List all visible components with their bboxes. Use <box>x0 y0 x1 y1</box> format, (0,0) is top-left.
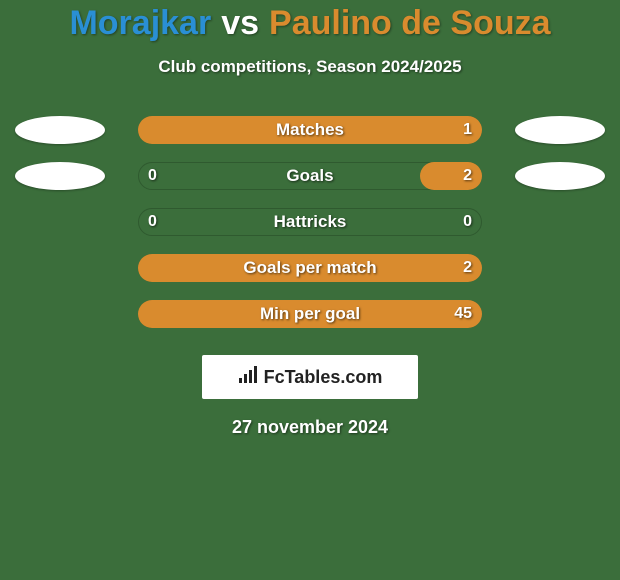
stat-row: Min per goal45 <box>0 291 620 337</box>
page-title: Morajkar vs Paulino de Souza <box>0 0 620 43</box>
stat-label: Goals per match <box>138 254 482 282</box>
stat-value-b: 1 <box>463 116 472 144</box>
stat-value-b: 0 <box>463 208 472 236</box>
title-vs: vs <box>221 4 259 42</box>
stat-label: Matches <box>138 116 482 144</box>
title-player-a: Morajkar <box>69 4 211 42</box>
player-a-marker <box>15 162 105 190</box>
stat-label: Hattricks <box>138 208 482 236</box>
stat-value-b: 2 <box>463 254 472 282</box>
stat-label: Min per goal <box>138 300 482 328</box>
stat-value-a: 0 <box>148 162 157 190</box>
logo-text: FcTables.com <box>264 367 383 388</box>
date-label: 27 november 2024 <box>0 417 620 438</box>
stat-value-a: 0 <box>148 208 157 236</box>
source-logo: FcTables.com <box>202 355 418 399</box>
title-player-b: Paulino de Souza <box>269 4 550 42</box>
stat-row: Goals0 2 <box>0 153 620 199</box>
stat-row: Matches1 <box>0 107 620 153</box>
player-b-marker <box>515 116 605 144</box>
comparison-chart: Matches1Goals02Hattricks00Goals per matc… <box>0 107 620 337</box>
subtitle: Club competitions, Season 2024/2025 <box>0 57 620 77</box>
logo-content: FcTables.com <box>238 366 383 389</box>
stat-label: Goals <box>138 162 482 190</box>
stat-value-b: 45 <box>454 300 472 328</box>
player-a-marker <box>15 116 105 144</box>
stat-row: Goals per match2 <box>0 245 620 291</box>
stat-value-b: 2 <box>463 162 472 190</box>
player-b-marker <box>515 162 605 190</box>
bar-chart-icon <box>238 366 260 389</box>
stat-row: Hattricks0 0 <box>0 199 620 245</box>
